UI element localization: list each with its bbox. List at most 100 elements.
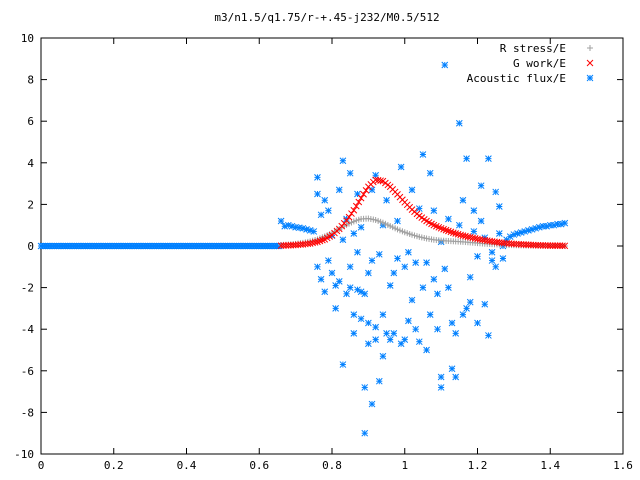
acoustic-flux-point <box>375 250 383 258</box>
g-work-point <box>539 242 547 249</box>
g-work-point <box>532 241 540 249</box>
acoustic-flux-point <box>379 352 387 360</box>
g-work-point <box>466 233 474 241</box>
acoustic-flux-point <box>368 400 376 408</box>
g-work-point <box>452 230 460 237</box>
y-tick-label: -8 <box>21 406 34 419</box>
acoustic-flux-point <box>361 290 369 298</box>
acoustic-flux-point <box>317 275 325 283</box>
acoustic-flux-point <box>383 196 390 204</box>
y-tick-label: -6 <box>21 365 34 378</box>
legend: R stress/E G work/E Acoustic flux/E <box>467 42 594 85</box>
acoustic-flux-point <box>459 311 467 318</box>
acoustic-flux-point <box>474 253 481 260</box>
acoustic-flux-point <box>477 217 485 225</box>
y-tick-label: -2 <box>21 282 34 295</box>
acoustic-flux-point <box>386 282 394 289</box>
acoustic-flux-point <box>437 373 445 381</box>
acoustic-flux-point <box>401 336 409 343</box>
acoustic-flux-point <box>408 296 416 304</box>
g-work-point <box>377 177 384 185</box>
acoustic-flux-point <box>455 221 463 229</box>
x-tick-label: 0 <box>38 459 45 472</box>
y-tick-label: 6 <box>27 115 34 128</box>
acoustic-flux-point <box>412 325 420 333</box>
y-tick-label: -10 <box>14 448 34 461</box>
g-work-point <box>546 242 554 249</box>
acoustic-flux-point <box>426 169 434 177</box>
acoustic-flux-point <box>350 311 358 318</box>
y-tick-label: 10 <box>21 32 34 45</box>
acoustic-flux-point <box>423 346 430 354</box>
legend-marker <box>586 74 594 82</box>
acoustic-flux-point <box>365 340 372 348</box>
acoustic-flux-point <box>466 273 474 281</box>
x-tick-label: 1.2 <box>468 459 488 472</box>
legend-label: Acoustic flux/E <box>467 72 566 85</box>
g-work-point <box>554 242 561 249</box>
acoustic-flux-point <box>430 207 438 214</box>
g-work-point <box>544 242 552 249</box>
acoustic-flux-point <box>415 205 423 212</box>
y-tick-label: -4 <box>21 323 35 336</box>
acoustic-flux-point <box>401 263 409 271</box>
acoustic-flux-point <box>434 325 441 333</box>
acoustic-flux-point <box>390 269 398 277</box>
acoustic-flux-point <box>339 236 347 244</box>
g-work-point <box>350 206 358 214</box>
acoustic-flux-point <box>492 263 500 271</box>
g-work-point <box>360 190 367 198</box>
acoustic-flux-point <box>441 61 449 69</box>
x-tick-label: 1.6 <box>613 459 633 472</box>
acoustic-flux-point <box>488 248 496 256</box>
acoustic-flux-point <box>459 196 467 204</box>
acoustic-flux-point <box>357 223 365 231</box>
y-tick-label: 0 <box>27 240 34 253</box>
acoustic-flux-point <box>379 311 387 318</box>
x-tick-label: 0.4 <box>177 459 197 472</box>
acoustic-flux-point <box>499 255 507 262</box>
acoustic-flux-point <box>310 228 318 235</box>
acoustic-flux-point <box>448 319 456 327</box>
acoustic-flux-point <box>339 157 347 165</box>
g-work-point <box>561 242 569 250</box>
acoustic-flux-point <box>361 384 369 391</box>
acoustic-flux-point <box>277 217 285 225</box>
acoustic-flux-point <box>372 336 380 343</box>
acoustic-flux-point <box>423 259 430 266</box>
acoustic-flux-point <box>365 319 372 327</box>
y-tick-label: 2 <box>27 198 34 211</box>
acoustic-flux-point <box>325 207 332 214</box>
acoustic-flux-point <box>448 365 456 373</box>
acoustic-flux-point <box>365 269 372 277</box>
acoustic-flux-point <box>325 257 332 264</box>
acoustic-flux-point <box>466 298 474 306</box>
series-1 <box>277 176 569 250</box>
g-work-point <box>454 230 462 238</box>
acoustic-flux-point <box>390 330 398 337</box>
acoustic-flux-point <box>561 219 569 227</box>
g-work-point <box>551 242 559 249</box>
g-work-point <box>362 187 370 194</box>
acoustic-flux-baseline <box>37 242 283 250</box>
acoustic-flux-point <box>481 300 489 308</box>
acoustic-flux-point <box>321 196 329 204</box>
acoustic-flux-point <box>477 182 485 190</box>
acoustic-flux-point <box>375 377 383 385</box>
g-work-point <box>559 242 566 250</box>
acoustic-flux-point <box>434 290 441 298</box>
acoustic-flux-point <box>455 119 463 127</box>
acoustic-flux-point <box>408 186 416 194</box>
acoustic-flux-point <box>335 278 343 285</box>
acoustic-flux-point <box>441 265 449 273</box>
acoustic-flux-point <box>474 319 481 327</box>
acoustic-flux-point <box>368 257 376 264</box>
legend-marker <box>587 45 593 51</box>
acoustic-flux-point <box>463 305 470 312</box>
y-tick-label: 8 <box>27 74 34 87</box>
g-work-point <box>459 232 467 239</box>
acoustic-flux-point <box>317 211 325 219</box>
g-work-point <box>319 236 326 244</box>
acoustic-flux-point <box>321 288 329 296</box>
acoustic-flux-point <box>372 323 380 331</box>
